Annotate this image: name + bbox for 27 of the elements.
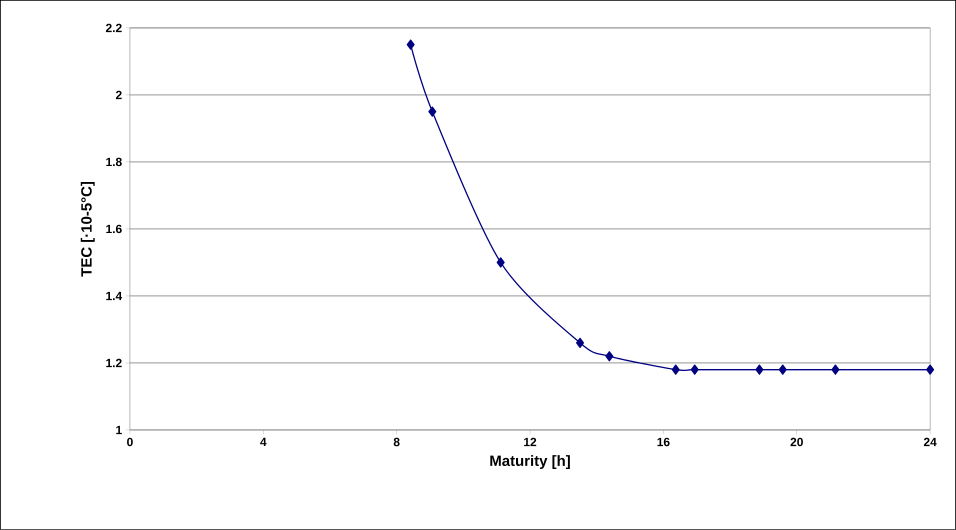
y-tick-label: 1.8 — [106, 158, 122, 166]
x-axis-title: Maturity [h] — [490, 455, 570, 470]
point — [690, 364, 699, 375]
y-tick-label: 1.2 — [106, 358, 122, 368]
point — [428, 106, 436, 117]
x-tick-label: 20 — [790, 438, 803, 446]
x-tick-label: 8 — [394, 438, 400, 446]
x-tick-label: 12 — [524, 438, 536, 446]
point — [496, 257, 505, 268]
x-tick-label: 4 — [260, 438, 267, 446]
point — [672, 364, 680, 375]
y-tick-label: 1.6 — [106, 224, 122, 234]
point — [605, 351, 614, 362]
y-tick-label: 2 — [116, 90, 122, 100]
point — [406, 40, 415, 50]
y-tick-label: 2.2 — [106, 24, 122, 32]
y-axis-title: TEC [·10-5°C] — [80, 182, 95, 277]
x-tick-label: 24 — [924, 438, 937, 446]
y-tick-label: 1 — [116, 426, 122, 434]
point — [831, 364, 840, 375]
x-tick-label: 0 — [127, 438, 133, 446]
x-tick-label: 16 — [657, 438, 670, 446]
point — [576, 338, 584, 348]
point — [778, 364, 787, 375]
y-tick-label: 1.4 — [106, 292, 122, 300]
point — [926, 364, 934, 375]
point — [755, 364, 764, 375]
